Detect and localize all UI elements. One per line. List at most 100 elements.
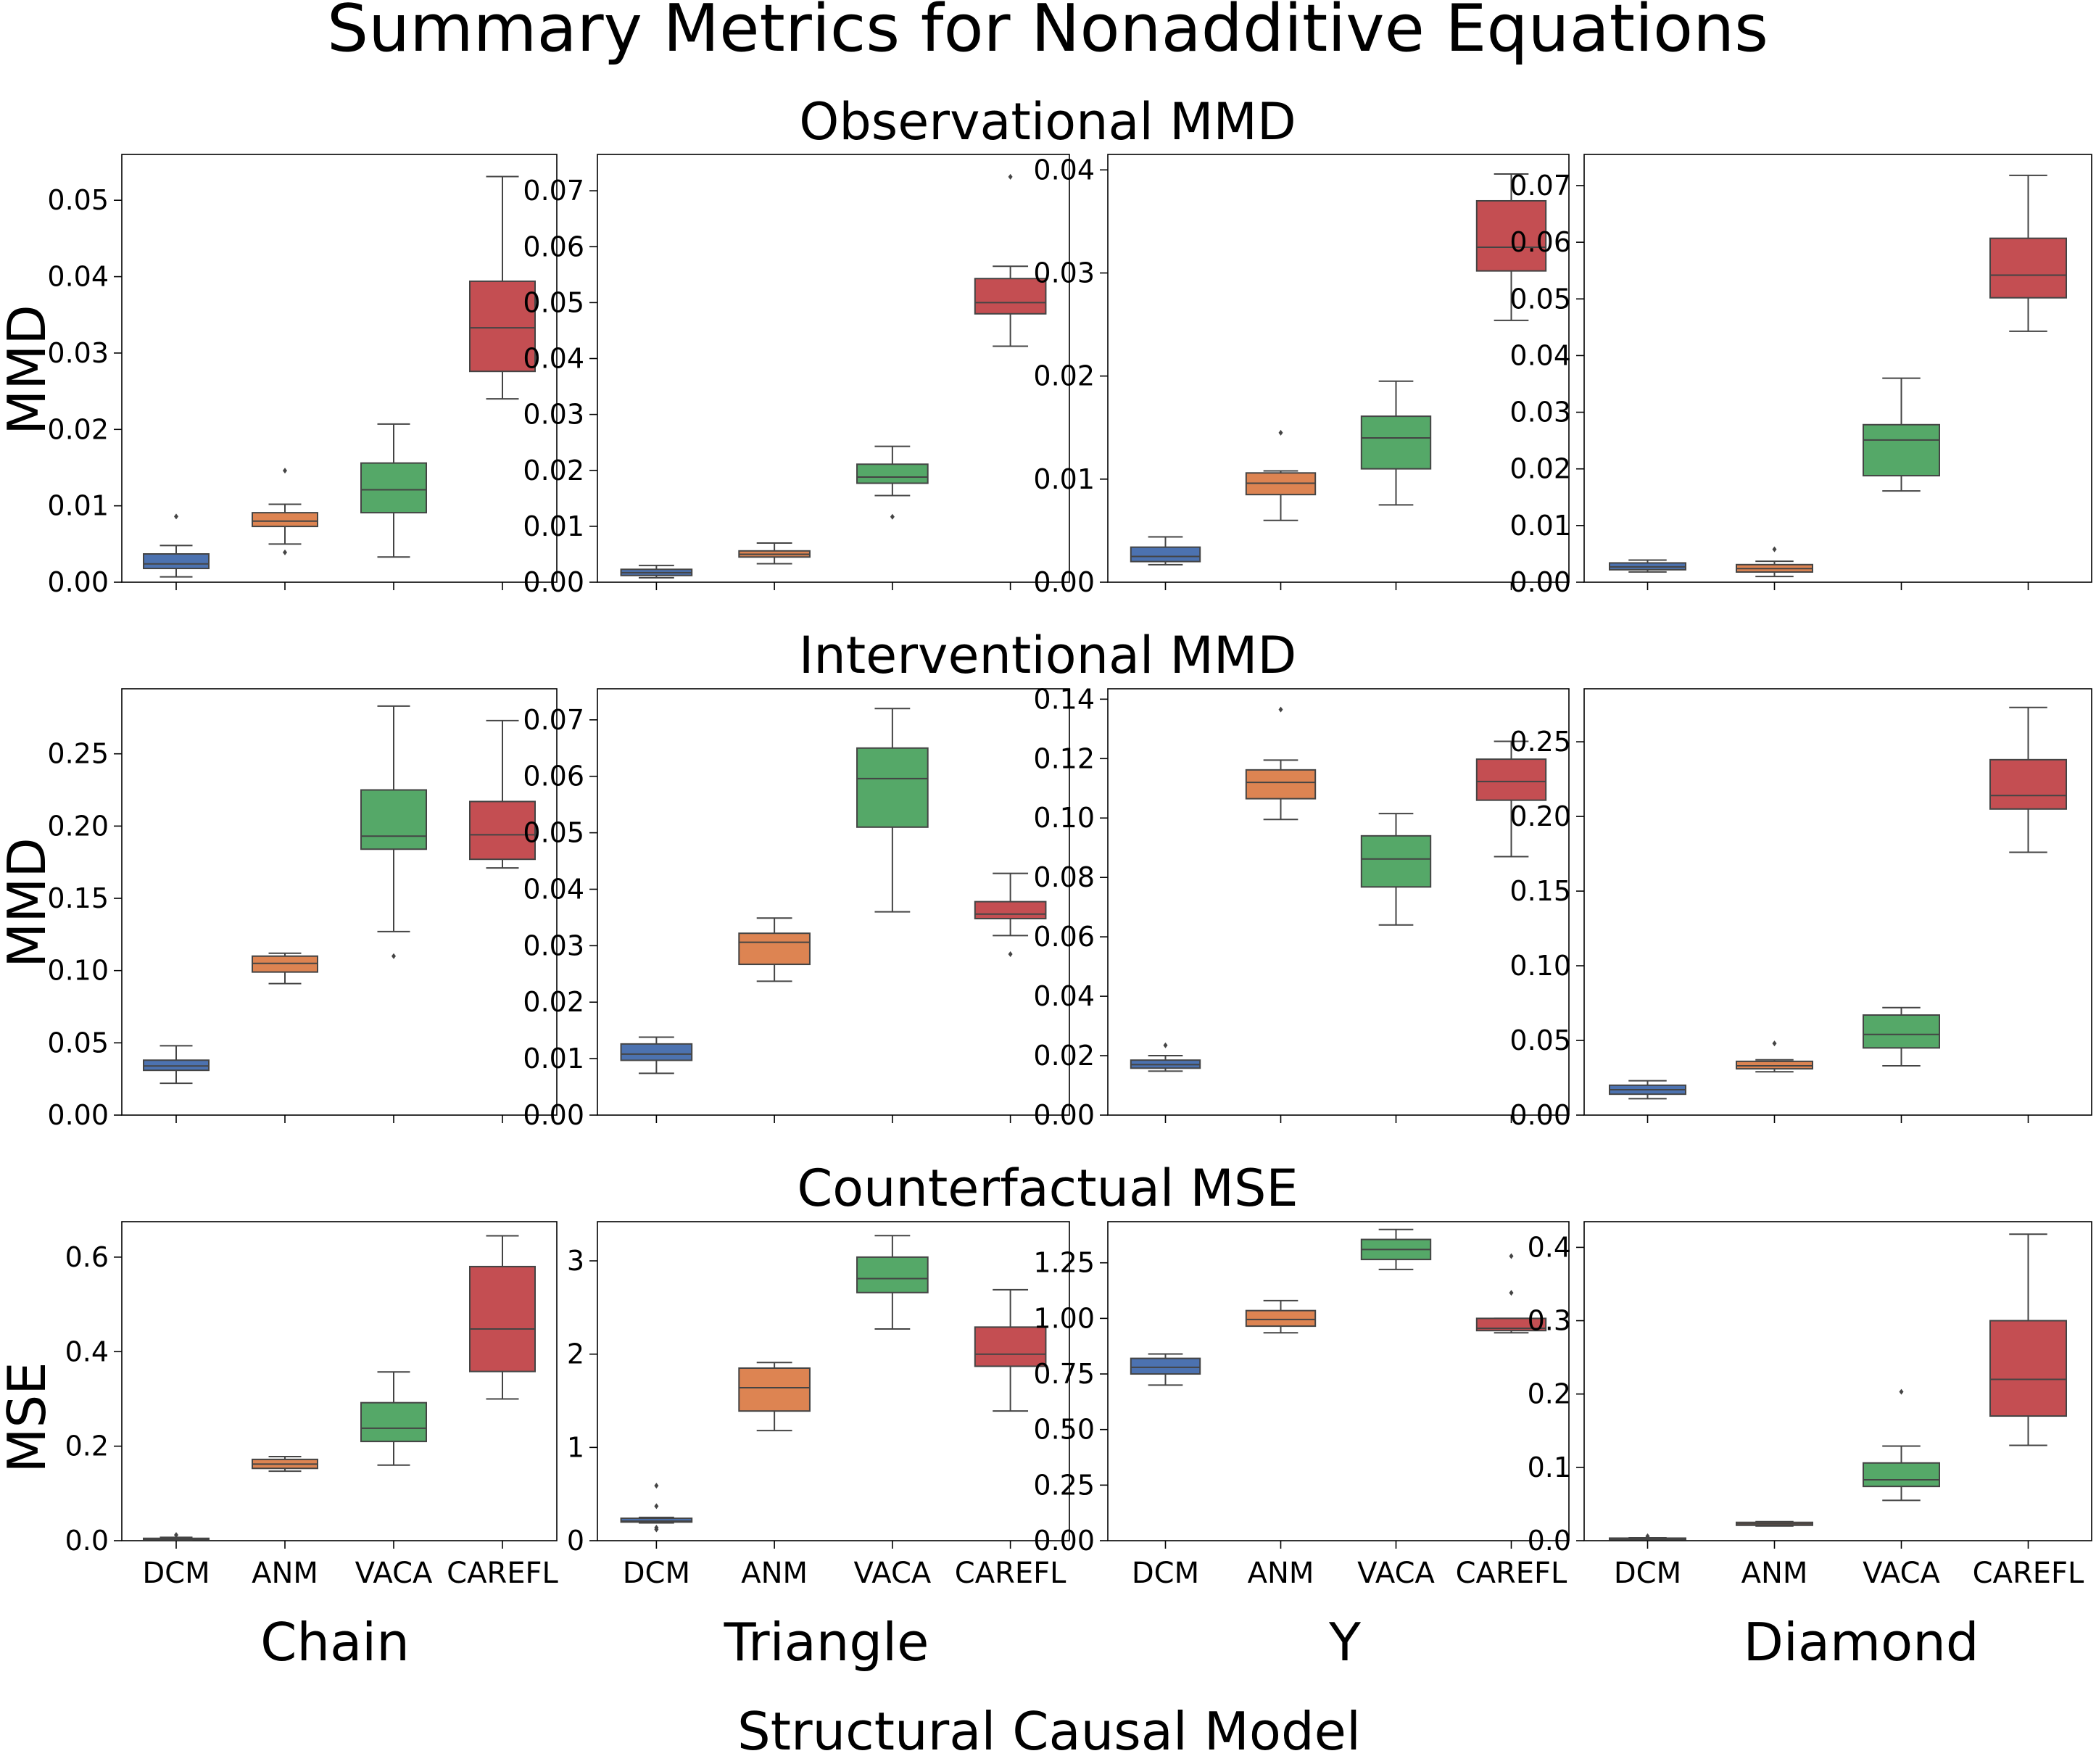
panel-interventional-mmd-diamond: 0.00 0.05 0.10 0.15 0.20 0.25	[1509, 688, 2092, 1131]
figure-xlabel: Structural Causal Model	[737, 1701, 1361, 1762]
y-tick-label: 0.01	[47, 490, 109, 522]
box-anm: ANM	[1245, 1299, 1317, 1590]
x-tick-label: VACA	[1863, 1557, 1940, 1590]
box-carefl	[974, 173, 1047, 590]
y-tick-label: 3	[567, 1245, 584, 1277]
y-tick-label: 0.00	[1509, 1099, 1571, 1131]
y-tick-label: 0.6	[65, 1241, 109, 1273]
y-tick-label: 0.05	[1509, 283, 1571, 315]
x-tick-label: ANM	[1741, 1557, 1808, 1590]
x-tick-label: DCM	[1614, 1557, 1681, 1590]
outlier-point	[283, 468, 287, 474]
y-tick-label: 0.3	[1528, 1305, 1571, 1337]
y-tick-label: 0.03	[523, 929, 584, 961]
plot-frame	[1583, 154, 2092, 583]
box-anm: ANM	[738, 1362, 811, 1590]
y-tick-label: 0.05	[523, 286, 584, 318]
y-tick-label: 0.0	[1528, 1525, 1571, 1557]
box-dcm	[620, 564, 693, 590]
figure-title: Summary Metrics for Nonadditive Equation…	[327, 0, 1768, 67]
x-tick-label: VACA	[853, 1557, 931, 1590]
outlier-point	[1772, 1040, 1777, 1047]
y-tick-label: 0.04	[47, 261, 109, 293]
x-tick-label: ANM	[252, 1557, 318, 1590]
y-tick-label: 0.4	[65, 1336, 109, 1367]
panel-interventional-mmd-chain: 0.00 0.05 0.10 0.15 0.20 0.25	[47, 688, 558, 1131]
column-label-chain: Chain	[260, 1612, 410, 1673]
iqr-box	[1130, 546, 1201, 563]
column-label-y: Y	[1328, 1612, 1362, 1673]
plot-frame	[597, 1221, 1070, 1541]
y-tick-label: 0.07	[523, 175, 584, 207]
iqr-box	[738, 932, 811, 966]
x-tick-label: VACA	[1357, 1557, 1435, 1590]
box-carefl: CAREFL	[955, 1288, 1066, 1590]
iqr-box	[143, 553, 210, 570]
iqr-box	[974, 900, 1047, 919]
iqr-box	[620, 1517, 693, 1523]
outlier-point	[1645, 1533, 1650, 1539]
iqr-box	[1989, 758, 2067, 810]
iqr-box	[1360, 415, 1432, 470]
panels: 0.000.010.020.030.040.050.000.010.020.03…	[47, 154, 2092, 1590]
y-tick-label: 0.04	[523, 873, 584, 905]
iqr-box	[974, 1326, 1047, 1367]
box-dcm	[1609, 559, 1686, 590]
row-ylabel-counterfactual: MSE	[0, 1362, 57, 1473]
box-dcm	[620, 1036, 693, 1123]
iqr-box	[469, 280, 536, 373]
y-tick-label: 0.00	[1033, 566, 1095, 598]
box-dcm	[1130, 1042, 1201, 1123]
y-tick-label: 0.01	[523, 510, 584, 542]
y-tick-label: 0.02	[1509, 453, 1571, 485]
box-vaca: VACA	[1863, 1388, 1941, 1590]
y-tick-label: 0.00	[47, 1099, 109, 1131]
y-tick-label: 0.10	[47, 955, 109, 987]
box-anm	[252, 468, 318, 590]
iqr-box	[1863, 1462, 1940, 1488]
outlier-point	[283, 549, 287, 555]
iqr-box	[974, 278, 1047, 315]
iqr-box	[1475, 199, 1547, 272]
y-tick-label: 0.07	[523, 704, 584, 736]
y-tick-label: 0.06	[523, 231, 584, 262]
iqr-box	[469, 800, 536, 861]
x-tick-label: ANM	[741, 1557, 808, 1590]
box-carefl: CAREFL	[1973, 1233, 2084, 1590]
box-carefl	[1475, 173, 1547, 590]
y-tick-label: 0.02	[1033, 1040, 1095, 1072]
box-anm	[1736, 546, 1813, 590]
y-tick-label: 0.07	[1509, 170, 1571, 202]
panel-counterfactual-mse-chain: 0.0 0.2 0.4 0.6 DCM ANM VACA CAREFL	[65, 1221, 559, 1590]
row-ylabel-interventional: MMD	[0, 837, 57, 968]
box-vaca	[856, 708, 929, 1123]
y-tick-label: 0.05	[523, 817, 584, 849]
iqr-box	[1360, 835, 1432, 888]
panel-counterfactual-mse-triangle: 0 1 2 3 DCM ANM VACA CAREFL	[567, 1221, 1070, 1590]
iqr-box	[1989, 237, 2067, 299]
y-tick-label: 0.2	[65, 1430, 109, 1462]
iqr-box	[620, 1043, 693, 1061]
row-title-interventional: Interventional MMD	[799, 626, 1297, 685]
box-anm	[738, 542, 811, 590]
y-tick-label: 0.25	[1509, 726, 1571, 758]
column-label-triangle: Triangle	[724, 1612, 929, 1673]
box-vaca	[1360, 380, 1432, 590]
iqr-box	[856, 747, 929, 828]
box-dcm: DCM	[1609, 1533, 1686, 1590]
iqr-box	[360, 1401, 427, 1443]
y-tick-label: 1.00	[1033, 1302, 1095, 1334]
x-tick-label: CAREFL	[955, 1557, 1066, 1590]
outlier-point	[654, 1503, 659, 1510]
y-tick-label: 0.06	[1033, 921, 1095, 953]
y-tick-label: 0.02	[1033, 360, 1095, 392]
box-carefl: CAREFL	[447, 1235, 559, 1590]
y-tick-label: 0.00	[1509, 566, 1571, 598]
y-tick-label: 0.03	[523, 399, 584, 431]
y-tick-label: 0.1	[1528, 1452, 1571, 1483]
panel-observational-mmd-chain: 0.00 0.01 0.02 0.03 0.04 0.05	[47, 154, 558, 598]
y-tick-label: 0.20	[47, 810, 109, 842]
iqr-box	[1863, 423, 1940, 477]
x-tick-label: CAREFL	[447, 1557, 558, 1590]
box-anm	[1736, 1040, 1813, 1123]
